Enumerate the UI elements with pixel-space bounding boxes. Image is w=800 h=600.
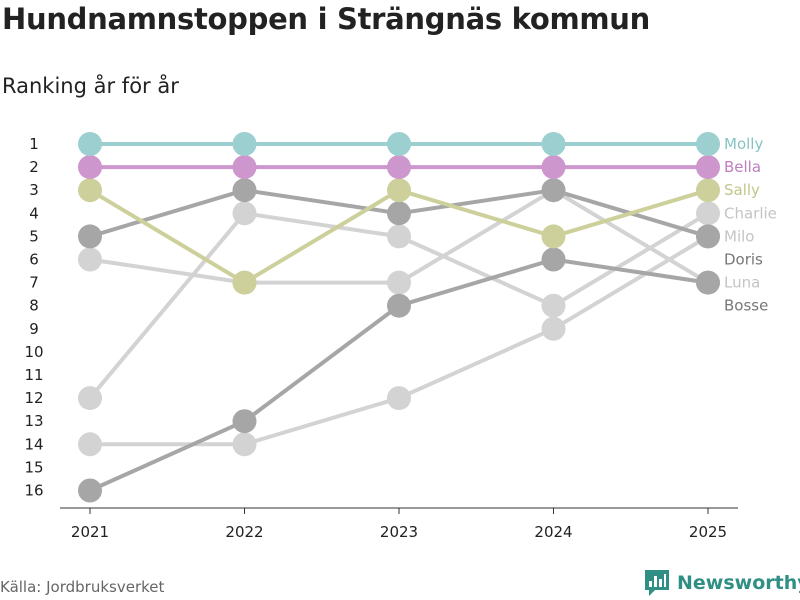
data-point-bella xyxy=(387,155,411,180)
data-point-bosse xyxy=(541,247,566,272)
data-point-milo xyxy=(78,432,102,457)
chart-subtitle: Ranking år för år xyxy=(2,74,179,98)
data-point-doris xyxy=(232,178,257,203)
data-point-luna xyxy=(78,247,102,272)
y-tick-label: 7 xyxy=(29,274,39,292)
data-point-bosse xyxy=(78,478,102,503)
data-point-sally xyxy=(78,178,102,203)
page-title: Hundnamnstoppen i Strängnäs kommun xyxy=(2,2,650,36)
data-point-charlie xyxy=(541,293,566,318)
data-point-molly xyxy=(387,132,411,156)
series-label-doris: Doris xyxy=(724,251,763,269)
series-label-bosse: Bosse xyxy=(724,297,768,315)
data-point-sally xyxy=(387,178,411,203)
series-labels: Molly Bella Sally Charlie Milo Doris Luna Bosse xyxy=(724,135,777,315)
series-label-milo: Milo xyxy=(724,227,754,245)
series-label-luna: Luna xyxy=(724,274,760,292)
x-tick-label: 2024 xyxy=(534,523,572,541)
y-tick-label: 16 xyxy=(24,482,43,500)
series-label-charlie: Charlie xyxy=(724,204,777,222)
y-tick-label: 6 xyxy=(29,251,39,269)
data-point-molly xyxy=(232,132,257,156)
y-tick-label: 12 xyxy=(24,389,43,407)
data-point-charlie xyxy=(232,201,257,226)
series-points xyxy=(78,132,720,503)
data-point-bella xyxy=(232,155,257,180)
data-point-doris xyxy=(696,224,720,249)
bar-chart-logo-icon xyxy=(645,570,669,596)
chart-axes: 2021 2022 2023 2024 202512345678910111213141… xyxy=(24,135,738,541)
data-point-charlie xyxy=(387,224,411,249)
data-point-molly xyxy=(696,132,720,156)
x-tick-label: 2023 xyxy=(380,523,418,541)
brand-logo[interactable]: Newsworthy xyxy=(645,570,800,596)
data-point-bella xyxy=(696,155,720,180)
x-tick-label: 2021 xyxy=(71,523,109,541)
y-tick-label: 4 xyxy=(29,204,39,222)
y-tick-label: 14 xyxy=(24,435,43,453)
data-point-bosse xyxy=(232,409,257,434)
y-tick-label: 3 xyxy=(29,181,39,199)
data-point-milo xyxy=(541,316,566,341)
data-point-bella xyxy=(78,155,102,180)
y-tick-label: 8 xyxy=(29,297,39,315)
data-point-doris xyxy=(387,201,411,226)
y-tick-label: 5 xyxy=(29,227,39,245)
y-tick-label: 10 xyxy=(24,343,43,361)
data-point-bosse xyxy=(696,270,720,295)
data-point-charlie xyxy=(78,386,102,411)
y-tick-label: 2 xyxy=(29,158,39,176)
data-point-bella xyxy=(541,155,566,180)
data-point-doris xyxy=(78,224,102,249)
data-point-doris xyxy=(541,178,566,203)
data-point-molly xyxy=(541,132,566,156)
data-point-molly xyxy=(78,132,102,156)
data-point-bosse xyxy=(387,293,411,318)
y-tick-label: 1 xyxy=(29,135,39,153)
y-tick-label: 13 xyxy=(24,412,43,430)
data-point-sally xyxy=(232,270,257,295)
source-note: Källa: Jordbruksverket xyxy=(0,578,165,596)
data-point-sally xyxy=(696,178,720,203)
y-tick-label: 9 xyxy=(29,320,39,338)
series-label-sally: Sally xyxy=(724,181,760,199)
x-tick-label: 2022 xyxy=(225,523,263,541)
data-point-charlie xyxy=(696,201,720,226)
data-point-milo xyxy=(387,386,411,411)
data-point-sally xyxy=(541,224,566,249)
y-tick-label: 15 xyxy=(24,458,43,476)
series-label-molly: Molly xyxy=(724,135,763,153)
data-point-luna xyxy=(387,270,411,295)
y-tick-label: 11 xyxy=(24,366,43,384)
brand-name: Newsworthy xyxy=(677,572,800,594)
series-label-bella: Bella xyxy=(724,158,761,176)
x-tick-label: 2025 xyxy=(689,523,727,541)
data-point-milo xyxy=(232,432,257,457)
